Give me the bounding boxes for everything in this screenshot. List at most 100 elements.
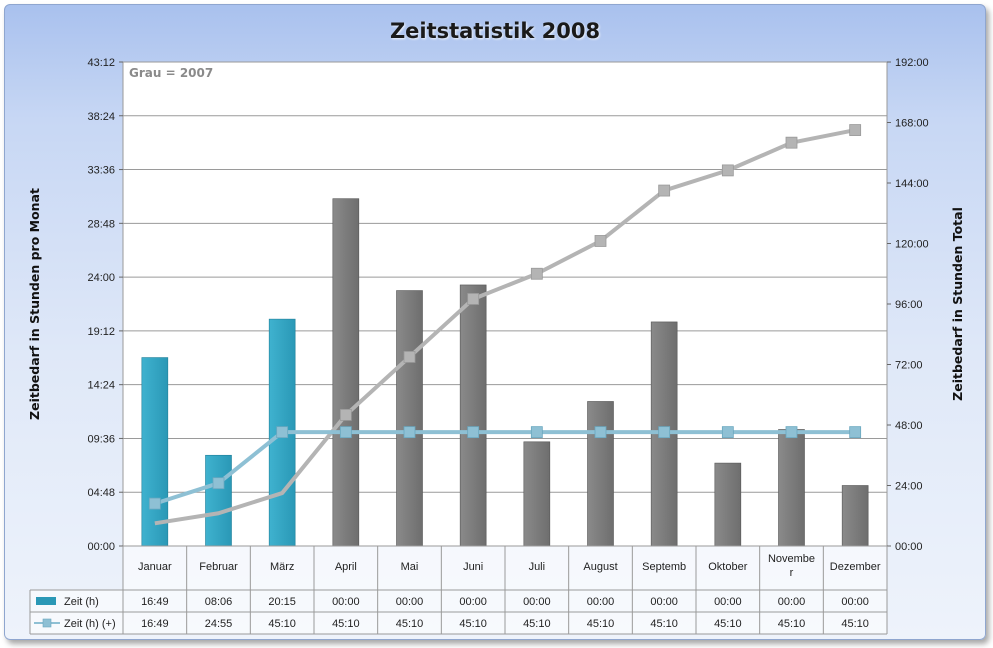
y2-axis-label: Zeitbedarf in Stunden Total (950, 207, 965, 401)
plot-area (122, 61, 888, 547)
x-tick-label-3: April (335, 561, 357, 573)
chart-frame: Zeitstatistik 2008 00:00 04:48 09:36 14:24 1… (4, 4, 986, 640)
table-cell-0-10: 00:00 (778, 596, 806, 608)
marker-2008-1 (212, 477, 225, 490)
legend-label-0: Zeit (h) (64, 596, 99, 608)
bar-2007-10 (778, 429, 805, 547)
y2-tick-label: 72:00 (895, 360, 923, 372)
marker-2008-4 (403, 426, 416, 439)
legend-key-marker (42, 618, 52, 628)
y2-tick-label: 192:00 (895, 57, 929, 69)
table-cell-1-1: 24:55 (205, 618, 233, 630)
annotation-grau: Grau = 2007 (129, 66, 213, 80)
table-cell-1-9: 45:10 (714, 618, 742, 630)
table-cell-1-8: 45:10 (650, 618, 678, 630)
y-tick-label: 43:12 (87, 57, 115, 69)
y-tick-label: 19:12 (87, 326, 115, 338)
bar-2008-1 (205, 454, 232, 547)
table-cell-0-0: 16:49 (141, 596, 169, 608)
x-tick-label-10: Novembe (768, 553, 815, 565)
line-2007-cumulative (154, 128, 856, 526)
y-tick-label: 04:48 (87, 487, 115, 499)
y2-tick-label: 24:00 (895, 481, 923, 493)
table-cell-0-3: 00:00 (332, 596, 360, 608)
y2-tick-label: 00:00 (895, 541, 923, 553)
x-tick-label-2: März (270, 561, 294, 573)
x-tick-label-10-wrap: r (790, 567, 794, 579)
marker-2007-4 (403, 351, 416, 363)
marker-2008-11 (849, 426, 862, 439)
marker-2007-9 (721, 164, 734, 177)
bar-2007-3 (332, 198, 360, 547)
bar-2007-6 (523, 441, 551, 547)
x-tick-label-1: Februar (199, 561, 238, 573)
y2-tick-label: 120:00 (895, 239, 929, 251)
y2-tick-label: 168:00 (895, 118, 929, 130)
bar-2007-9 (714, 462, 742, 547)
line-2008-cumulative (154, 430, 856, 506)
marker-2008-0 (148, 497, 161, 510)
table-cell-0-2: 20:15 (268, 596, 296, 608)
y-tick-label: 28:48 (87, 218, 115, 230)
y-tick-label: 00:00 (87, 541, 115, 553)
bar-2007-5 (459, 284, 487, 547)
y-tick-label: 09:36 (87, 433, 115, 445)
x-tick-label-7: August (583, 561, 617, 573)
y-tick-label: 24:00 (87, 272, 115, 284)
table-cell-0-7: 00:00 (587, 596, 615, 608)
marker-2008-10 (785, 426, 798, 439)
table-cell-1-7: 45:10 (587, 618, 615, 630)
bar-2008-0 (141, 357, 169, 547)
x-tick-label-11: Dezember (830, 561, 881, 573)
x-tick-label-4: Mai (401, 561, 419, 573)
table-cell-1-3: 45:10 (332, 618, 360, 630)
x-tick-label-6: Juli (529, 561, 546, 573)
table-cell-0-1: 08:06 (205, 596, 233, 608)
legend-key-bar (36, 597, 56, 605)
marker-2008-7 (594, 426, 607, 439)
marker-2008-9 (721, 426, 734, 439)
marker-2007-11 (849, 124, 862, 136)
table-cell-0-9: 00:00 (714, 596, 742, 608)
x-tick-label-9: Oktober (708, 561, 747, 573)
bar-2007-11 (841, 485, 869, 547)
table-cell-0-11: 00:00 (841, 596, 869, 608)
table-cell-0-6: 00:00 (523, 596, 551, 608)
bar-2007-7 (587, 401, 614, 547)
chart-title: Zeitstatistik 2008 (389, 19, 601, 43)
table-cell-1-11: 45:10 (841, 618, 869, 630)
chart-svg: 00:00 04:48 09:36 14:24 19:12 24:00 28:48 33:36… (27, 57, 965, 635)
x-tick-label-8: Septemb (642, 561, 686, 573)
x-tick-label-5: Juni (463, 561, 483, 573)
y2-tick-label: 48:00 (895, 420, 923, 432)
marker-2008-2 (276, 426, 289, 439)
marker-2007-5 (467, 293, 480, 305)
y-tick-label: 33:36 (87, 165, 115, 177)
legend-label-1: Zeit (h) (+) (64, 618, 116, 630)
marker-2008-5 (467, 426, 480, 439)
y-tick-label: 38:24 (87, 111, 115, 123)
table-cell-0-5: 00:00 (459, 596, 487, 608)
marker-2008-6 (530, 426, 543, 439)
table-cell-0-8: 00:00 (650, 596, 678, 608)
marker-2007-7 (594, 235, 607, 247)
marker-2008-3 (339, 426, 352, 439)
table-cell-1-2: 45:10 (268, 618, 296, 630)
marker-2007-8 (658, 184, 671, 197)
table-cell-1-10: 45:10 (778, 618, 806, 630)
marker-2007-3 (339, 409, 352, 421)
table-cell-1-5: 45:10 (459, 618, 487, 630)
y2-tick-label: 144:00 (895, 178, 929, 190)
y-tick-label: 14:24 (87, 380, 115, 392)
bar-2007-4 (396, 290, 423, 547)
y2-tick-label: 96:00 (895, 299, 923, 311)
table-cell-1-0: 16:49 (141, 618, 169, 630)
marker-2008-8 (658, 426, 671, 439)
marker-2007-10 (785, 136, 798, 149)
table-cell-0-4: 00:00 (396, 596, 424, 608)
y-axis-label: Zeitbedarf in Stunden pro Monat (27, 188, 42, 420)
table-cell-1-6: 45:10 (523, 618, 551, 630)
table-cell-1-4: 45:10 (396, 618, 424, 630)
marker-2007-6 (530, 267, 543, 280)
x-tick-label-0: Januar (138, 561, 172, 573)
